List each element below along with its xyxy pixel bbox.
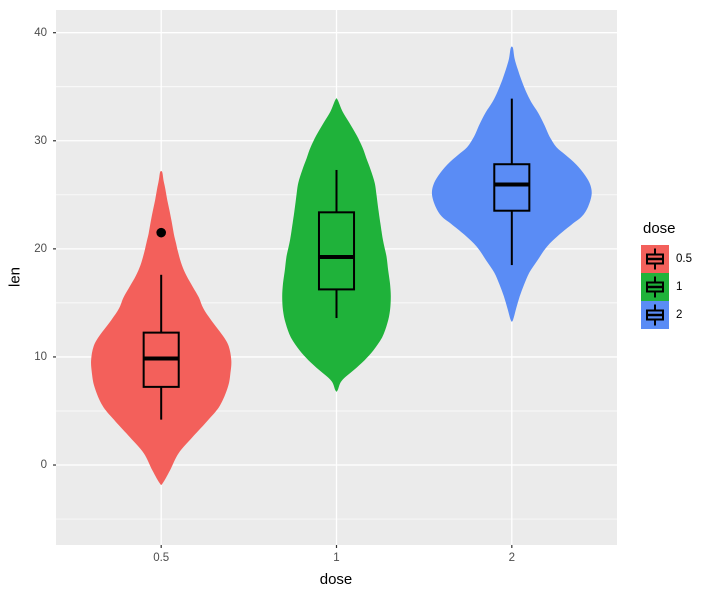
x-tick-label: 1 bbox=[333, 552, 340, 564]
legend-key-swatch bbox=[641, 273, 669, 301]
legend-title: dose bbox=[643, 220, 676, 237]
x-tick-label: 2 bbox=[508, 552, 516, 564]
x-axis-title: dose bbox=[319, 571, 353, 588]
outlier-point-dose-0.5 bbox=[156, 227, 166, 238]
y-tick-label: 40 bbox=[34, 26, 47, 39]
legend-label: 0.5 bbox=[676, 253, 692, 265]
legend-key-swatch bbox=[641, 301, 669, 329]
boxplot-glyph-icon bbox=[646, 276, 664, 298]
box-dose-1 bbox=[317, 211, 356, 291]
x-tick-label: 0.5 bbox=[153, 552, 170, 564]
boxplot-glyph-icon bbox=[646, 248, 664, 270]
legend-item-dose-0.5: 0.5 bbox=[641, 245, 692, 273]
legend-item-dose-2: 2 bbox=[641, 301, 692, 329]
box-dose-2 bbox=[493, 163, 531, 212]
y-tick-label: 20 bbox=[34, 242, 47, 255]
y-axis-title: len bbox=[6, 266, 24, 288]
legend-item-dose-1: 1 bbox=[641, 273, 692, 301]
y-tick-label: 0 bbox=[40, 459, 47, 472]
legend-label: 2 bbox=[676, 309, 683, 321]
legend-items: 0.5 1 2 bbox=[641, 245, 692, 329]
y-tick-label: 10 bbox=[34, 350, 47, 363]
legend-key-swatch bbox=[641, 245, 669, 273]
boxplot-glyph-icon bbox=[646, 304, 664, 326]
legend-label: 1 bbox=[676, 281, 683, 293]
y-tick-label: 30 bbox=[34, 134, 47, 147]
legend: dose 0.5 1 2 bbox=[641, 220, 692, 329]
